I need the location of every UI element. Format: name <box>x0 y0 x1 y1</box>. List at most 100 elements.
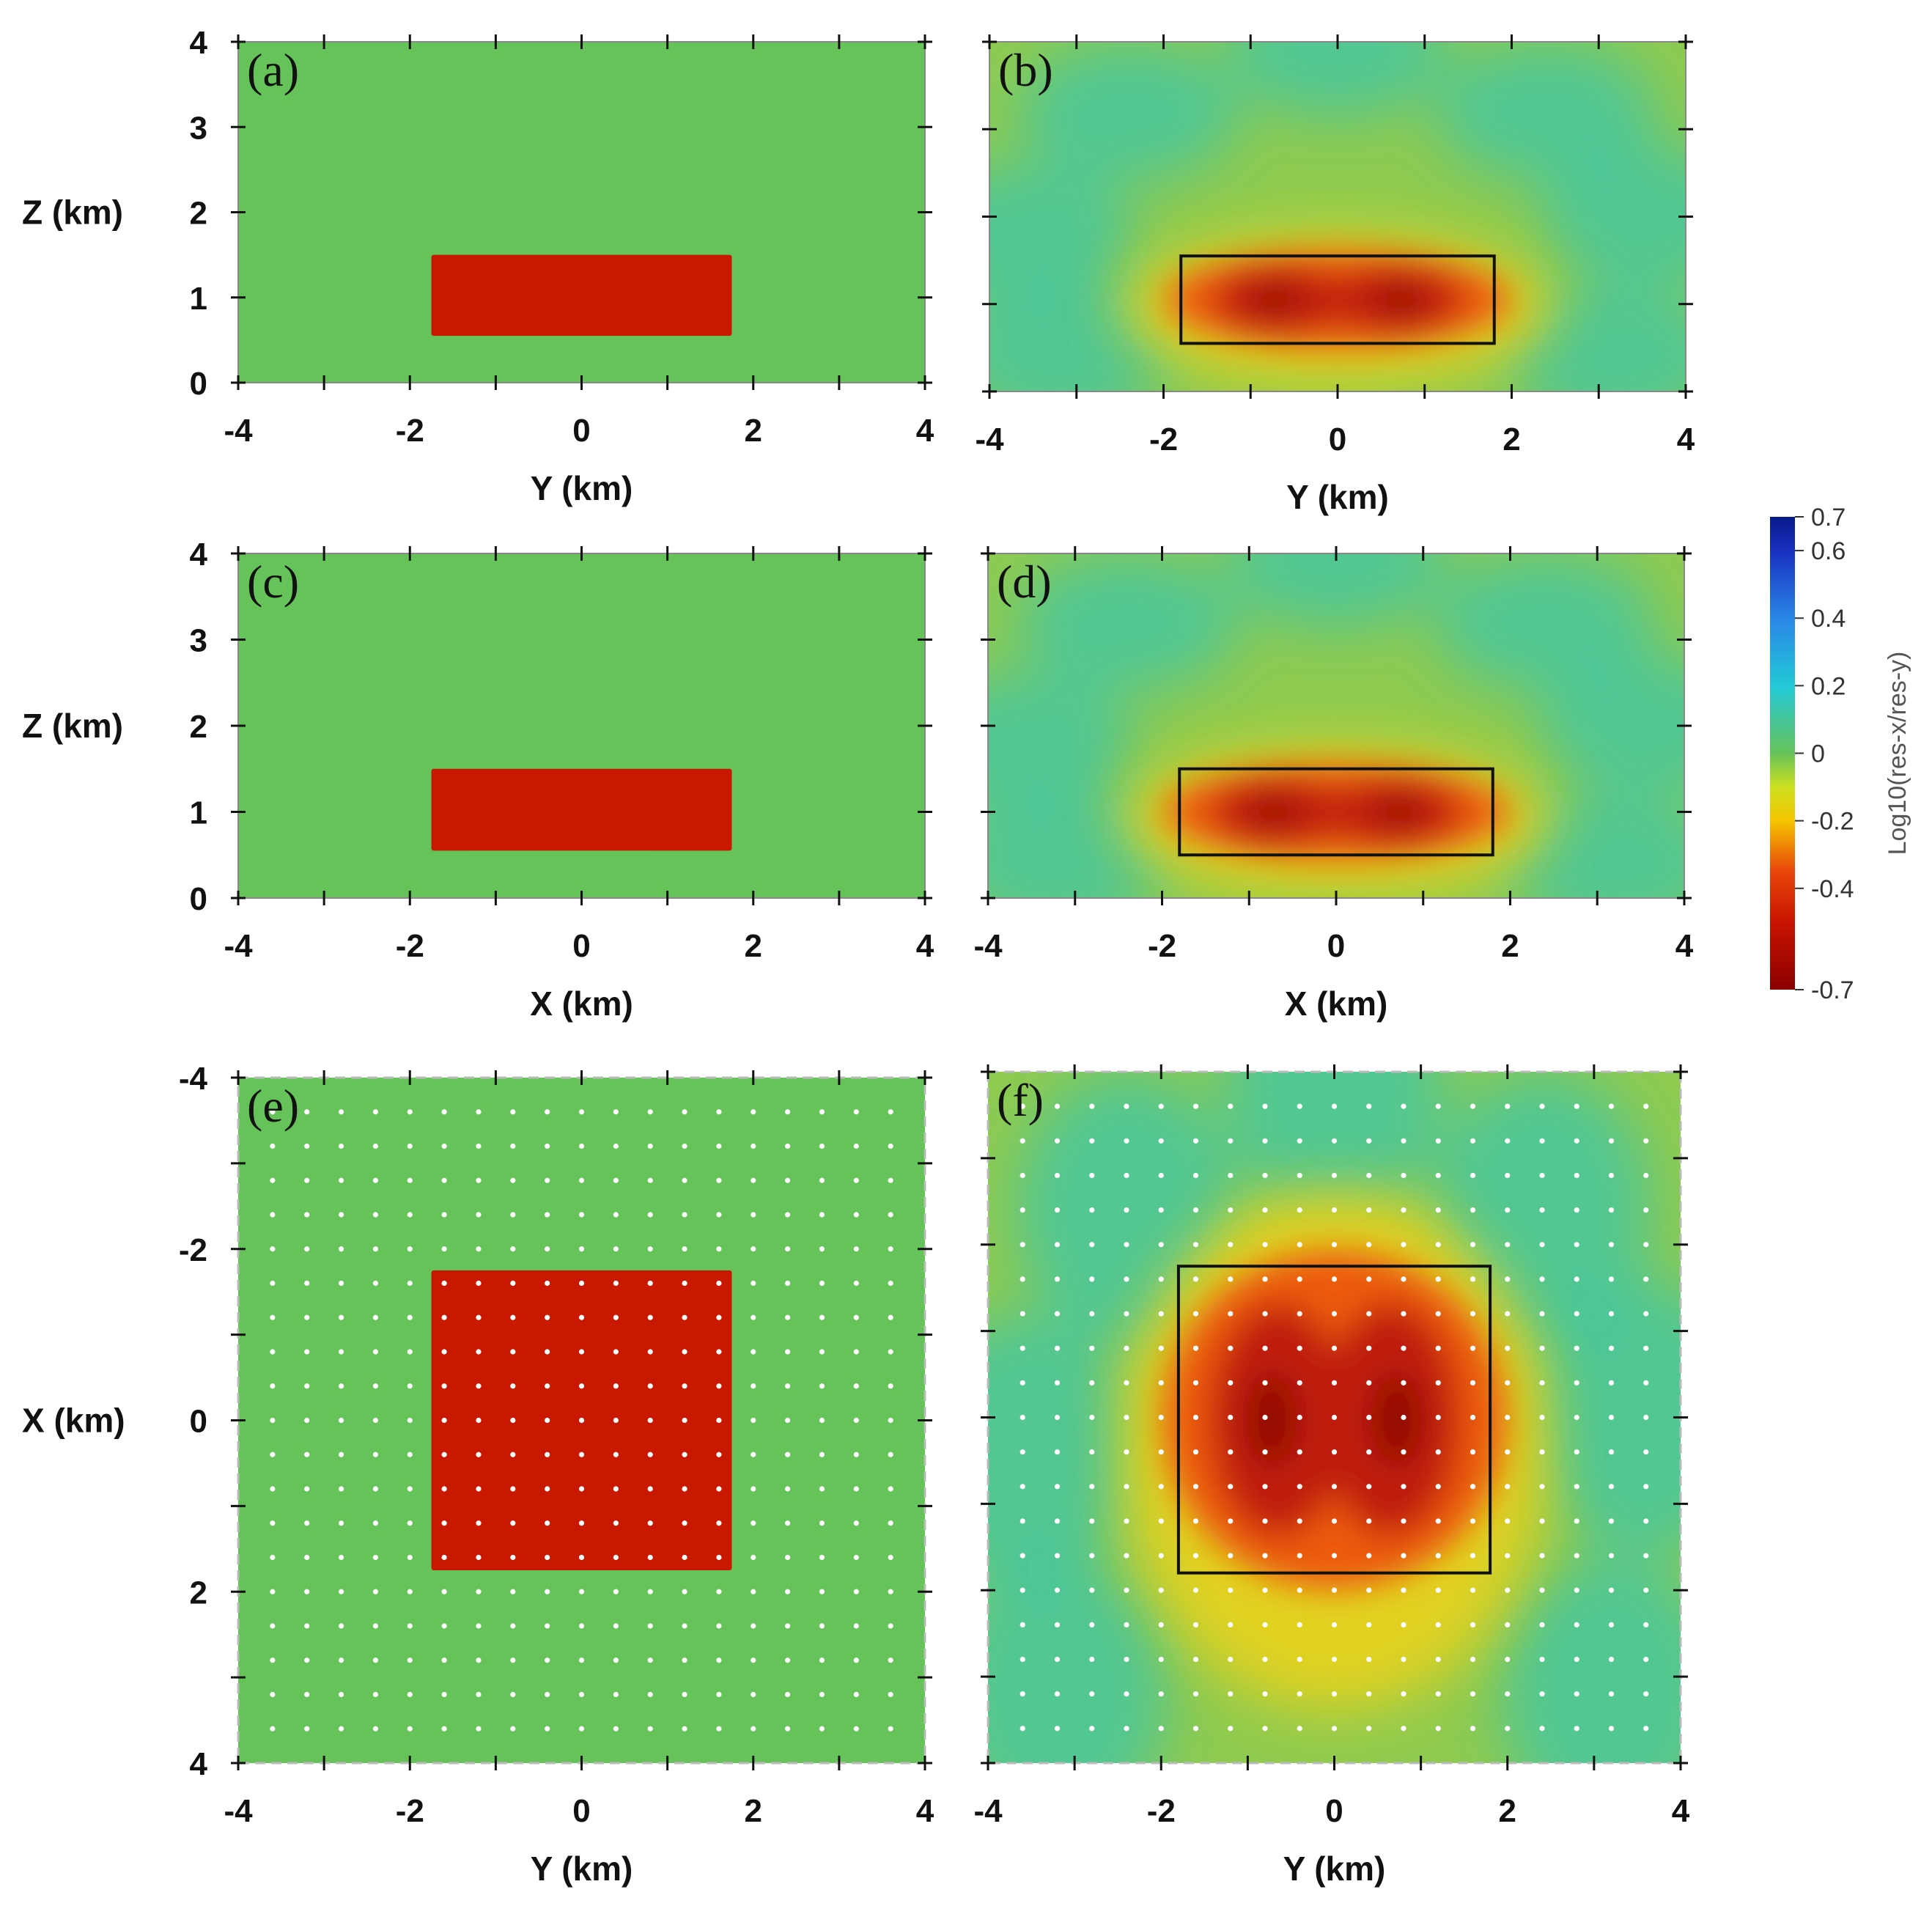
station-dot <box>716 1246 722 1252</box>
station-dot <box>1470 1138 1476 1144</box>
station-dot <box>1505 1691 1511 1697</box>
station-dot <box>1054 1484 1061 1490</box>
station-dot <box>716 1623 722 1629</box>
station-dot <box>304 1280 310 1287</box>
y-tick-label: 4 <box>190 537 208 573</box>
station-dot <box>1297 1207 1302 1213</box>
station-dot <box>1331 1172 1338 1179</box>
station-dot <box>1124 1414 1129 1421</box>
station-dot <box>1089 1103 1095 1109</box>
station-dot <box>1228 1691 1234 1697</box>
station-dot <box>441 1212 447 1218</box>
station-dot <box>751 1520 756 1526</box>
station-dot <box>510 1109 516 1115</box>
y-axis-label-a: Z (km) <box>22 194 123 232</box>
station-dot <box>270 1143 276 1149</box>
station-dot <box>647 1657 653 1663</box>
station-dot <box>1643 1207 1649 1213</box>
station-dot <box>682 1246 687 1252</box>
station-dot <box>338 1691 344 1698</box>
station-dot <box>1192 1345 1199 1351</box>
station-dot <box>613 1554 619 1561</box>
station-dot <box>1574 1518 1579 1524</box>
station-dot <box>270 1417 276 1424</box>
station-dot <box>476 1246 482 1252</box>
plot-area-f: -4 -2 0 2 4 <box>973 1064 1690 1829</box>
station-dot <box>476 1280 482 1287</box>
station-dot <box>751 1486 756 1492</box>
station-dot <box>1574 1587 1579 1593</box>
station-dot <box>1643 1622 1649 1627</box>
station-dot <box>338 1109 344 1115</box>
station-dot <box>1643 1484 1649 1490</box>
x-tick-label: -4 <box>224 928 253 964</box>
station-dot <box>1505 1656 1511 1663</box>
station-dot <box>338 1486 344 1492</box>
station-dot <box>407 1349 413 1355</box>
station-dot <box>853 1246 859 1252</box>
x-tick-label: 0 <box>572 928 590 964</box>
anomaly-block-c <box>431 768 732 851</box>
station-dot <box>578 1554 585 1561</box>
station-dot <box>1574 1242 1579 1248</box>
station-dot <box>1366 1242 1372 1248</box>
ticks-d <box>981 546 1692 905</box>
panel-a: -4 -2 0 2 4 0 1 2 3 4 (a) Y (km) Z (km) <box>22 25 934 507</box>
station-dot <box>1192 1656 1199 1663</box>
station-dot <box>1470 1414 1476 1421</box>
colorbar-gradient <box>1770 517 1795 990</box>
station-dot <box>1643 1138 1649 1144</box>
station-dot <box>785 1349 791 1355</box>
station-dot <box>510 1554 516 1561</box>
station-dot <box>1054 1449 1061 1455</box>
station-dot <box>1262 1138 1268 1144</box>
station-dot <box>647 1691 653 1698</box>
ticks-b <box>982 34 1693 399</box>
station-dot <box>1297 1518 1302 1524</box>
station-dot <box>1297 1691 1302 1697</box>
station-dot <box>578 1109 585 1115</box>
station-dot <box>441 1691 447 1698</box>
station-dot <box>1228 1449 1234 1455</box>
station-dot <box>1158 1172 1164 1179</box>
station-dot <box>888 1554 893 1561</box>
station-dot <box>682 1657 687 1663</box>
x-tick-label: -2 <box>1147 1793 1176 1829</box>
station-dot <box>1470 1449 1476 1455</box>
station-dot <box>785 1383 791 1389</box>
station-dot <box>510 1383 516 1389</box>
station-dot <box>441 1280 447 1287</box>
station-dot <box>716 1691 722 1698</box>
y-tick-label: 2 <box>190 196 207 232</box>
station-dot <box>716 1143 722 1149</box>
station-dot <box>1608 1103 1615 1109</box>
station-dot <box>1192 1622 1199 1627</box>
station-dot <box>476 1177 482 1183</box>
station-dot <box>716 1280 722 1287</box>
station-dot <box>545 1451 550 1457</box>
station-dot <box>785 1657 791 1663</box>
field-patch <box>1016 553 1239 691</box>
station-dot <box>888 1383 893 1389</box>
station-dot <box>1124 1518 1129 1524</box>
station-dot <box>545 1246 550 1252</box>
station-dot <box>1470 1726 1476 1732</box>
station-dot <box>578 1691 585 1698</box>
station-dot <box>647 1246 653 1252</box>
y-tick-label: 0 <box>190 366 207 402</box>
station-dot <box>270 1657 276 1663</box>
station-dot <box>853 1417 859 1424</box>
station-dot <box>613 1246 619 1252</box>
station-dot <box>1470 1622 1476 1627</box>
station-dot <box>1470 1518 1476 1524</box>
station-dot <box>819 1314 825 1320</box>
station-dot <box>785 1246 791 1252</box>
station-dot <box>476 1520 482 1526</box>
station-dot <box>682 1417 687 1424</box>
station-dot <box>1228 1553 1234 1559</box>
x-tick-label: 2 <box>745 928 762 964</box>
station-dot <box>510 1486 516 1492</box>
station-dot <box>613 1109 619 1115</box>
station-dot <box>647 1554 653 1561</box>
station-dot <box>682 1280 687 1287</box>
